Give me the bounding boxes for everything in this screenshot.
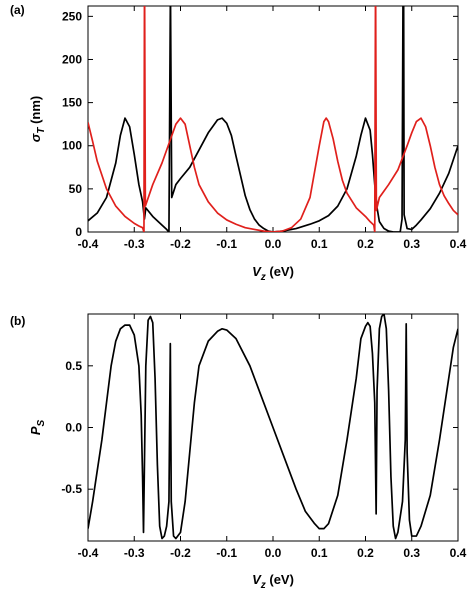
x-tick-label: -0.4 (78, 546, 99, 560)
x-axis-label: Vz (eV) (252, 572, 294, 591)
y-tick-label: 250 (62, 9, 82, 23)
x-tick-label: 0.4 (450, 237, 467, 251)
series-line-0 (88, 6, 458, 232)
series-group (88, 314, 458, 540)
x-tick-label: 0.1 (311, 546, 328, 560)
y-tick-label: 0 (75, 225, 82, 239)
x-tick-label: 0.4 (450, 546, 467, 560)
x-axis-label-unit: (eV) (266, 572, 294, 587)
x-axis-label-sub: z (260, 272, 266, 283)
panel-label: (b) (10, 314, 25, 328)
y-axis-label-sub: S (36, 420, 47, 427)
x-tick-label: -0.4 (78, 237, 99, 251)
y-axis-label-main: σ (28, 132, 43, 142)
x-axis-label-main: V (252, 572, 262, 587)
series-line-0 (88, 314, 458, 540)
x-axis-label-main: V (252, 264, 262, 279)
x-tick-label: -0.3 (124, 237, 145, 251)
y-tick-label: 200 (62, 52, 82, 66)
x-axis-label: Vz (eV) (252, 264, 294, 283)
x-tick-label: -0.2 (170, 546, 191, 560)
y-tick-label: 0.0 (65, 421, 82, 435)
chart-panel-0: -0.4 -0.3 -0.2 -0.1 0.0 0.1 0.2 0.3 0.4 0 50 100 150… (10, 3, 467, 283)
x-tick-label: 0.3 (403, 546, 420, 560)
y-tick-label: -0.5 (61, 482, 82, 496)
y-tick-label: 0.5 (65, 359, 82, 373)
y-axis-label: PS (28, 420, 47, 436)
y-tick-label: 150 (62, 96, 82, 110)
x-tick-label: 0.2 (357, 237, 374, 251)
x-tick-label: 0.1 (311, 237, 328, 251)
x-axis-label-unit: (eV) (266, 264, 294, 279)
x-tick-label: -0.2 (170, 237, 191, 251)
series-line-1 (88, 6, 458, 232)
x-tick-label: 0.0 (265, 237, 282, 251)
y-tick-label: 100 (62, 139, 82, 153)
y-axis-label: σT (nm) (28, 96, 47, 143)
panel-label: (a) (10, 3, 25, 17)
chart-panel-1: -0.4 -0.3 -0.2 -0.1 0.0 0.1 0.2 0.3 0.4 -0.5 0.0 0.… (10, 313, 467, 591)
y-axis-label-sub: T (36, 127, 47, 134)
x-tick-label: -0.1 (216, 546, 237, 560)
y-tick-label: 50 (69, 182, 83, 196)
x-axis-label-sub: z (260, 580, 266, 591)
x-tick-label: -0.1 (216, 237, 237, 251)
series-group (88, 6, 458, 232)
x-tick-label: 0.3 (403, 237, 420, 251)
x-tick-label: 0.2 (357, 546, 374, 560)
y-axis-label-main: P (28, 426, 43, 435)
x-tick-label: -0.3 (124, 546, 145, 560)
y-axis-label-unit: (nm) (28, 96, 43, 128)
x-tick-label: 0.0 (265, 546, 282, 560)
